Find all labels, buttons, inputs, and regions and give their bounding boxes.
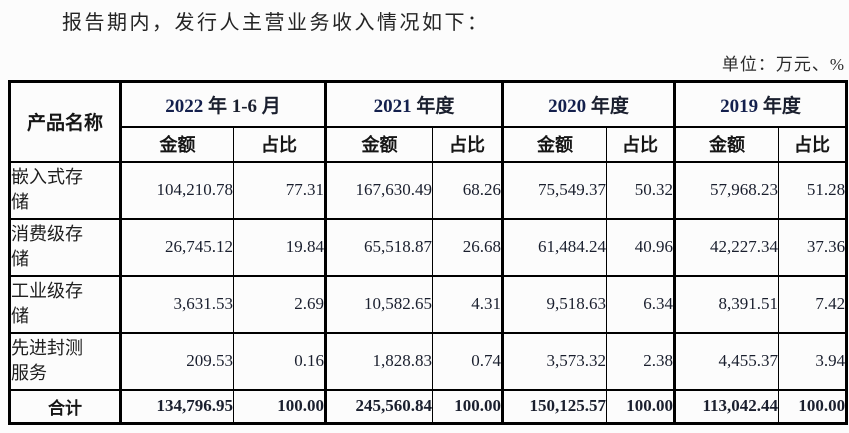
- total-ratio-cell: 100.00: [432, 388, 504, 425]
- ratio-cell: 2.69: [232, 274, 327, 334]
- period-suffix: 年 1-6 月: [203, 95, 281, 117]
- table-row-embedded-storage: 嵌入式存储 104,210.78 77.31 167,630.49 68.26 …: [9, 160, 848, 220]
- total-amount-cell: 245,560.84: [324, 388, 434, 425]
- product-cell: 先进封测服务: [9, 331, 121, 391]
- ratio-cell: 37.36: [778, 217, 848, 277]
- amount-cell: 104,210.78: [119, 160, 234, 220]
- ratio-cell: 68.26: [432, 160, 504, 220]
- amount-cell: 209.53: [119, 331, 234, 391]
- period-suffix: 年度: [758, 95, 801, 117]
- amount-cell: 57,968.23: [673, 160, 780, 220]
- period-suffix: 年度: [411, 95, 455, 117]
- amount-cell: 65,518.87: [324, 217, 434, 277]
- column-header-amount: 金额: [673, 125, 780, 163]
- document-title: 报告期内，发行人主营业务收入情况如下：: [62, 12, 490, 34]
- column-header-ratio: 占比: [432, 125, 504, 163]
- ratio-cell: 7.42: [778, 274, 848, 334]
- period-year: 2019: [720, 95, 759, 117]
- total-amount-cell: 113,042.44: [673, 388, 780, 425]
- column-header-product: 产品名称: [9, 80, 121, 163]
- amount-cell: 9,518.63: [501, 274, 608, 334]
- ratio-cell: 77.31: [232, 160, 327, 220]
- column-header-period-2019: 2019 年度: [673, 80, 848, 128]
- ratio-cell: 51.28: [778, 160, 848, 220]
- period-year: 2021: [373, 95, 412, 117]
- total-ratio-cell: 100.00: [778, 388, 848, 425]
- total-amount-cell: 150,125.57: [501, 388, 608, 425]
- total-ratio-cell: 100.00: [606, 388, 676, 425]
- unit-label: 单位：万元、%: [721, 55, 845, 74]
- ratio-cell: 50.32: [606, 160, 676, 220]
- ratio-cell: 19.84: [232, 217, 327, 277]
- column-header-amount: 金额: [324, 125, 434, 163]
- ratio-cell: 3.94: [778, 331, 848, 391]
- ratio-cell: 6.34: [606, 274, 676, 334]
- amount-cell: 10,582.65: [324, 274, 434, 334]
- column-header-ratio: 占比: [606, 125, 676, 163]
- product-cell: 消费级存储: [9, 217, 121, 277]
- column-header-amount: 金额: [501, 125, 608, 163]
- total-ratio-cell: 100.00: [232, 388, 327, 425]
- revenue-table: 产品名称 2022 年 1-6 月 2021 年度 2020 年度 2019 年…: [8, 80, 849, 425]
- table-row-total: 合计 134,796.95 100.00 245,560.84 100.00 1…: [9, 388, 848, 425]
- amount-cell: 42,227.34: [673, 217, 780, 277]
- table-row-advanced-packaging-services: 先进封测服务 209.53 0.16 1,828.83 0.74 3,573.3…: [9, 331, 848, 391]
- column-header-period-2020: 2020 年度: [501, 80, 676, 128]
- period-year: 2020: [548, 95, 587, 117]
- header-row-periods: 产品名称 2022 年 1-6 月 2021 年度 2020 年度 2019 年…: [9, 80, 848, 163]
- amount-cell: 3,573.32: [501, 331, 608, 391]
- table-row-consumer-storage: 消费级存储 26,745.12 19.84 65,518.87 26.68 61…: [9, 217, 848, 277]
- column-header-ratio: 占比: [232, 125, 327, 163]
- amount-cell: 61,484.24: [501, 217, 608, 277]
- amount-cell: 167,630.49: [324, 160, 434, 220]
- total-label-cell: 合计: [9, 388, 121, 425]
- amount-cell: 75,549.37: [501, 160, 608, 220]
- ratio-cell: 0.74: [432, 331, 504, 391]
- amount-cell: 3,631.53: [119, 274, 234, 334]
- period-suffix: 年度: [586, 95, 629, 117]
- product-cell: 嵌入式存储: [9, 160, 121, 220]
- column-header-ratio: 占比: [778, 125, 848, 163]
- period-year: 2022: [165, 95, 204, 117]
- ratio-cell: 4.31: [432, 274, 504, 334]
- column-header-period-2022: 2022 年 1-6 月: [118, 80, 327, 128]
- amount-cell: 8,391.51: [673, 274, 780, 334]
- ratio-cell: 0.16: [232, 331, 327, 391]
- column-header-period-2021: 2021 年度: [324, 80, 504, 128]
- table-row-industrial-storage: 工业级存储 3,631.53 2.69 10,582.65 4.31 9,518…: [9, 274, 848, 334]
- header-row-sublabels: 金额 占比 金额 占比 金额 占比 金额 占比: [10, 125, 848, 163]
- product-name: 先进封测服务: [11, 338, 83, 383]
- product-name: 嵌入式存储: [11, 167, 83, 212]
- product-cell: 工业级存储: [9, 274, 121, 334]
- amount-cell: 1,828.83: [324, 331, 434, 391]
- ratio-cell: 40.96: [606, 217, 676, 277]
- amount-cell: 26,745.12: [119, 217, 234, 277]
- ratio-cell: 2.38: [606, 331, 676, 391]
- ratio-cell: 26.68: [432, 217, 504, 277]
- total-amount-cell: 134,796.95: [119, 388, 234, 425]
- product-name: 消费级存储: [11, 224, 83, 269]
- column-header-amount: 金额: [119, 125, 234, 163]
- amount-cell: 4,455.37: [673, 331, 780, 391]
- product-name: 工业级存储: [11, 281, 83, 326]
